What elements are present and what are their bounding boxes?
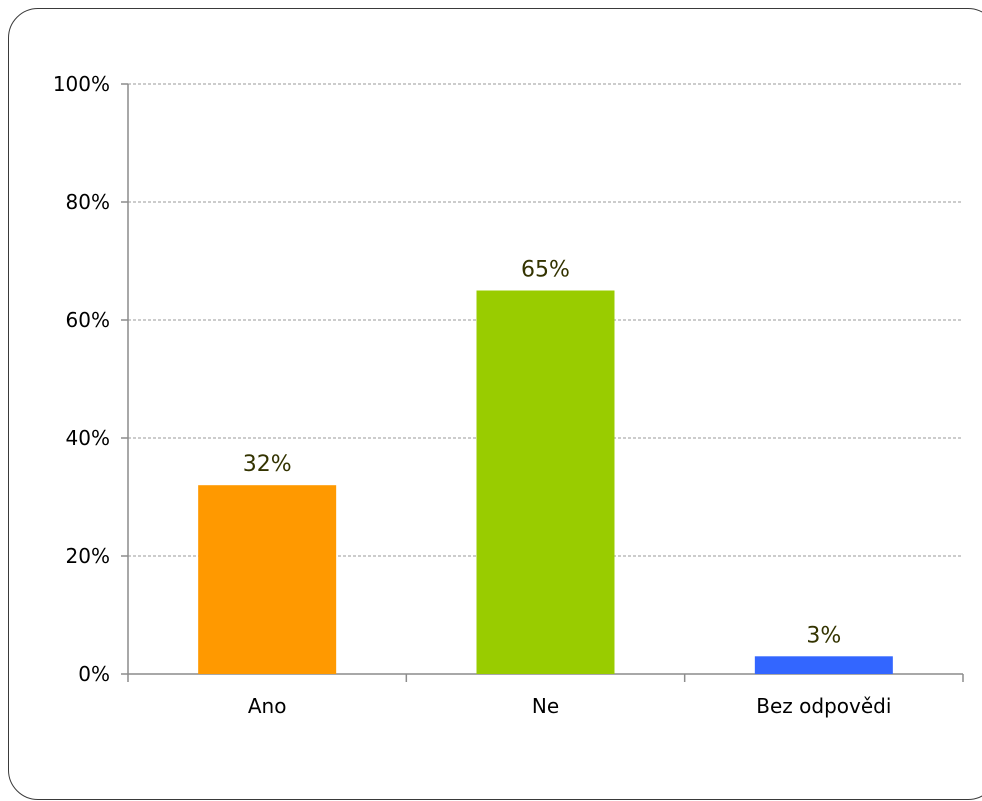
labels: 0% 20% 40% 60% 80% 100% 32% Ano 65% Ne 3% Bez odpov… — [53, 72, 892, 718]
x-category-label: Bez odpovědi — [756, 694, 891, 718]
data-label: 32% — [243, 452, 292, 477]
bar-ano — [198, 485, 337, 674]
bar-bez-odpovědi — [754, 656, 893, 674]
y-tick-label: 40% — [66, 426, 110, 450]
y-tick-label: 100% — [53, 72, 110, 96]
y-tick-label: 60% — [66, 308, 110, 332]
bar-ne — [476, 290, 615, 674]
data-label: 65% — [521, 258, 570, 283]
bars — [198, 290, 893, 674]
data-label: 3% — [806, 623, 841, 648]
y-tick-label: 0% — [78, 662, 110, 686]
x-category-label: Ne — [532, 694, 559, 718]
x-category-label: Ano — [248, 694, 287, 718]
y-tick-label: 20% — [66, 544, 110, 568]
y-tick-label: 80% — [66, 190, 110, 214]
